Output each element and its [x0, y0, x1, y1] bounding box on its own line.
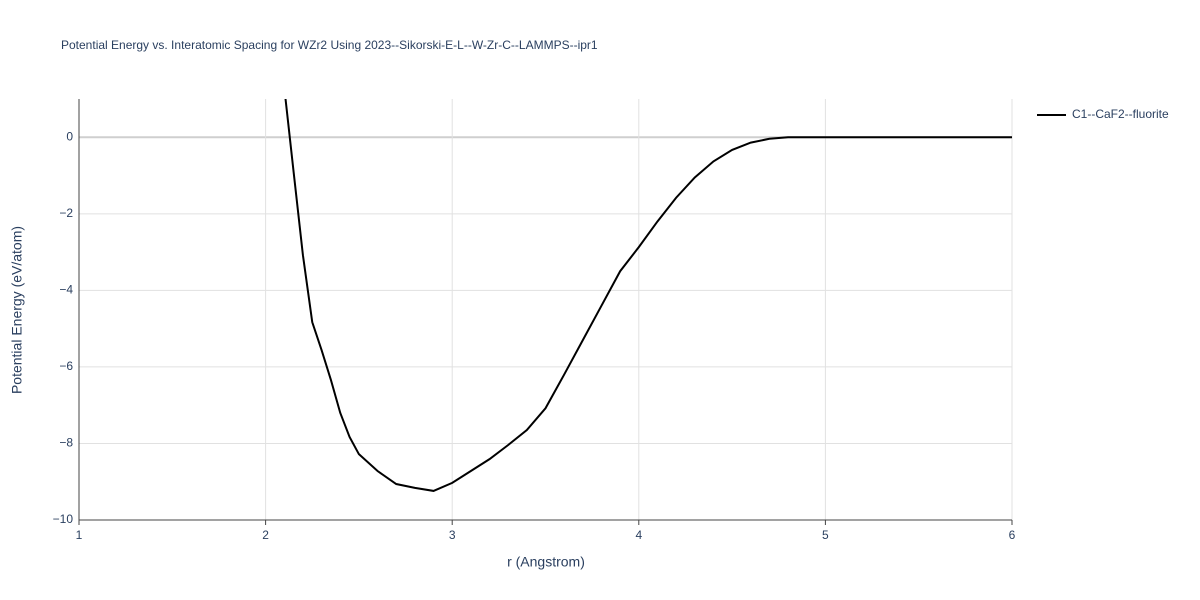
y-tick-label: −4: [59, 283, 73, 297]
x-axis-title: r (Angstrom): [507, 554, 585, 570]
legend-label: C1--CaF2--fluorite: [1072, 107, 1169, 121]
y-tick-label: 0: [66, 129, 73, 143]
plot-area: [284, 99, 1012, 492]
x-tick-label: 3: [449, 528, 456, 542]
x-tick-label: 5: [822, 528, 829, 542]
y-axis-title: Potential Energy (eV/atom): [9, 226, 25, 394]
x-tick-label: 1: [76, 528, 83, 542]
x-tick-label: 6: [1009, 528, 1016, 542]
y-tick-label: −10: [53, 512, 74, 526]
x-tick-label: 4: [635, 528, 642, 542]
x-tick-label: 2: [262, 528, 269, 542]
y-tick-label: −6: [59, 359, 73, 373]
y-tick-label: −8: [59, 436, 73, 450]
grid: [78, 99, 1013, 521]
series-line: [284, 99, 1012, 492]
chart-title: Potential Energy vs. Interatomic Spacing…: [61, 38, 598, 52]
y-tick-label: −2: [59, 206, 73, 220]
